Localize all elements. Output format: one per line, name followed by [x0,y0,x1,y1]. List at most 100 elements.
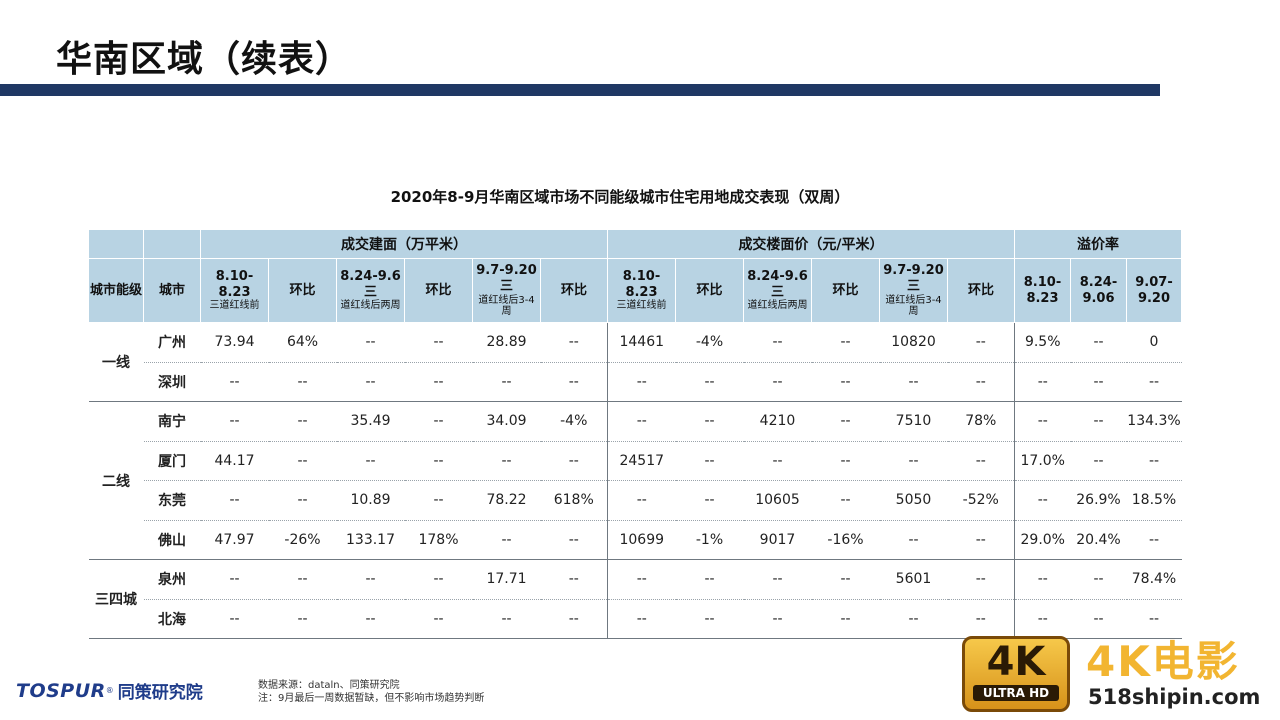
tospur-logo: TOSPUR ® 同策研究院 [16,678,203,704]
table-cell: -4% [540,401,608,442]
group-header-price: 成交楼面价（元/平米） [607,229,1015,259]
header-main: 8.24-9.6三 [340,269,401,300]
table-cell: -- [1126,520,1182,560]
header-note: 道红线后两周 [747,300,808,312]
title-underline-bar [0,84,1160,96]
table-cell: 134.3% [1126,401,1182,442]
city-cell: 佛山 [143,520,201,560]
table-cell: -- [743,362,812,402]
table-cell: -- [404,322,473,363]
table-cell: -- [404,480,473,521]
table-cell: -- [540,322,608,363]
table-body: 一线 广州 73.94 64% -- -- 28.89 -- 14461 -4% -- -- 10820… [88,322,1182,639]
table-cell: -- [811,441,880,481]
table-cell: 29.0% [1014,520,1071,560]
table-cell: -- [336,441,405,481]
group-header-area: 成交建面（万平米） [200,229,608,259]
table-cell: 24517 [607,441,676,481]
logo-registered-mark: ® [105,686,114,695]
header-area-mom2: 环比 [404,258,473,323]
watermark-badge-main: 4K [986,639,1046,685]
header-area-period1: 8.10-8.23 三道红线前 [200,258,269,323]
table-cell: 10820 [879,322,948,363]
tier-cell: 一线 [88,322,144,402]
table-cell: 44.17 [200,441,269,481]
table-cell: -- [1014,401,1071,442]
header-blank [88,229,144,259]
table-row: 一线 广州 73.94 64% -- -- 28.89 -- 14461 -4% -- -- 10820… [88,322,1182,402]
table-cell: -- [472,441,541,481]
header-city: 城市 [143,258,201,323]
table-row: 三四城 泉州 -- -- -- -- 17.71 -- -- -- -- -- 5601 -- -- -- 78… [88,559,1182,639]
table-cell: 34.09 [472,401,541,442]
table-cell: -- [200,362,269,402]
header-premium-period1: 8.10-8.23 [1014,258,1071,323]
header-price-period3: 9.7-9.20三 道红线后3-4周 [879,258,948,323]
table-cell: -26% [268,520,337,560]
table-cell: -- [1014,599,1071,639]
table-cell: -- [743,559,812,600]
table-cell: -- [268,362,337,402]
header-price-period2: 8.24-9.6三 道红线后两周 [743,258,812,323]
table-cell: -- [1070,322,1127,363]
table-cell: -- [947,322,1015,363]
table-row: 东莞 -- -- 10.89 -- 78.22 618% -- -- 10605 -- 5050 -52… [89,480,1182,521]
table-cell: -- [1070,401,1127,442]
city-cell: 东莞 [143,480,201,521]
watermark-badge-sub: ULTRA HD [973,685,1059,701]
logo-brand: TOSPUR [16,679,106,702]
table-cell: 18.5% [1126,480,1182,521]
table-cell: -- [811,480,880,521]
table-cell: 5050 [879,480,948,521]
table-cell: -1% [675,520,744,560]
table-cell: 17.71 [472,559,541,600]
table-cell: -- [268,599,337,639]
header-area-mom3: 环比 [540,258,608,323]
table-cell: 9.5% [1014,322,1071,363]
table-cell: -52% [947,480,1015,521]
table-cell: -- [472,520,541,560]
table-cell: -- [1126,441,1182,481]
table-cell: 178% [404,520,473,560]
table-cell: 618% [540,480,608,521]
table-cell: -- [404,401,473,442]
table-cell: -- [200,559,269,600]
watermark-text: 4K电影 [1086,637,1240,686]
table-cell: -- [811,559,880,600]
city-cell: 深圳 [143,362,201,402]
header-premium-period3: 9.07-9.20 [1126,258,1182,323]
table-cell: -- [743,599,812,639]
table-title: 2020年8-9月华南区域市场不同能级城市住宅用地成交表现（双周） [390,188,850,206]
table-cell: -- [404,559,473,600]
table-cell: -- [743,322,812,363]
table-cell: -- [540,559,608,600]
table-cell: 64% [268,322,337,363]
table-cell: -- [336,322,405,363]
header-note: 道红线后3-4周 [478,294,535,318]
table-cell: -- [1014,480,1071,521]
table-cell: 17.0% [1014,441,1071,481]
table-cell: 26.9% [1070,480,1127,521]
table-cell: 78% [947,401,1015,442]
table-cell: -- [268,559,337,600]
table-cell: 5601 [879,559,948,600]
table-cell: 20.4% [1070,520,1127,560]
header-area-period2: 8.24-9.6三 道红线后两周 [336,258,405,323]
table-row: 深圳 -- -- -- -- -- -- -- -- -- -- -- -- -- -- -- [89,362,1182,402]
tier-cell: 三四城 [88,559,144,639]
table-cell: -- [336,559,405,600]
watermark-4k-badge: 4K ULTRA HD [962,636,1070,712]
table-cell: 9017 [743,520,812,560]
table-cell: 10605 [743,480,812,521]
table-cell: 35.49 [336,401,405,442]
table-cell: 0 [1126,322,1182,363]
table-cell: -- [607,480,676,521]
table-cell: -- [675,599,744,639]
table-cell: -- [540,362,608,402]
table-cell: -- [268,480,337,521]
land-transaction-table: 成交建面（万平米） 成交楼面价（元/平米） 溢价率 城市能级 城市 8.10-8… [88,229,1182,639]
table-cell: -- [947,520,1015,560]
table-cell: -- [200,599,269,639]
table-cell: -- [336,599,405,639]
table-cell: -- [404,599,473,639]
